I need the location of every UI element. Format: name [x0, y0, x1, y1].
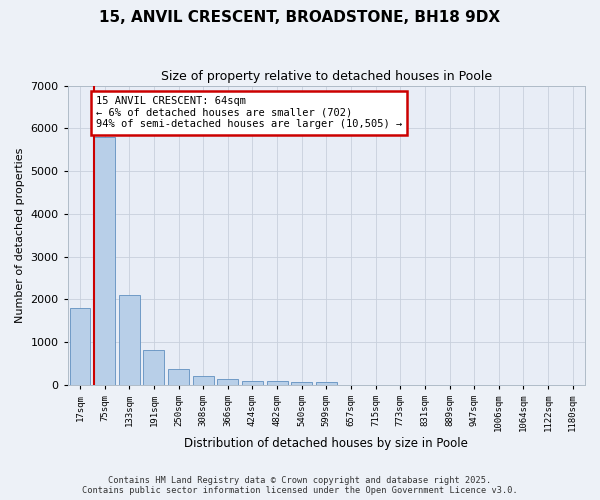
Bar	[266, 380, 287, 385]
Y-axis label: Number of detached properties: Number of detached properties	[15, 148, 25, 323]
Text: 15 ANVIL CRESCENT: 64sqm
← 6% of detached houses are smaller (702)
94% of semi-d: 15 ANVIL CRESCENT: 64sqm ← 6% of detache…	[96, 96, 402, 130]
Bar	[242, 380, 263, 385]
Bar	[193, 376, 214, 385]
Bar	[70, 308, 91, 385]
Bar	[217, 379, 238, 385]
Text: 15, ANVIL CRESCENT, BROADSTONE, BH18 9DX: 15, ANVIL CRESCENT, BROADSTONE, BH18 9DX	[100, 10, 500, 25]
Bar	[119, 296, 140, 385]
Bar	[168, 369, 189, 385]
Text: Contains HM Land Registry data © Crown copyright and database right 2025.
Contai: Contains HM Land Registry data © Crown c…	[82, 476, 518, 495]
X-axis label: Distribution of detached houses by size in Poole: Distribution of detached houses by size …	[184, 437, 468, 450]
Bar	[316, 382, 337, 385]
Bar	[291, 382, 312, 385]
Title: Size of property relative to detached houses in Poole: Size of property relative to detached ho…	[161, 70, 492, 83]
Bar	[94, 137, 115, 385]
Bar	[143, 350, 164, 385]
